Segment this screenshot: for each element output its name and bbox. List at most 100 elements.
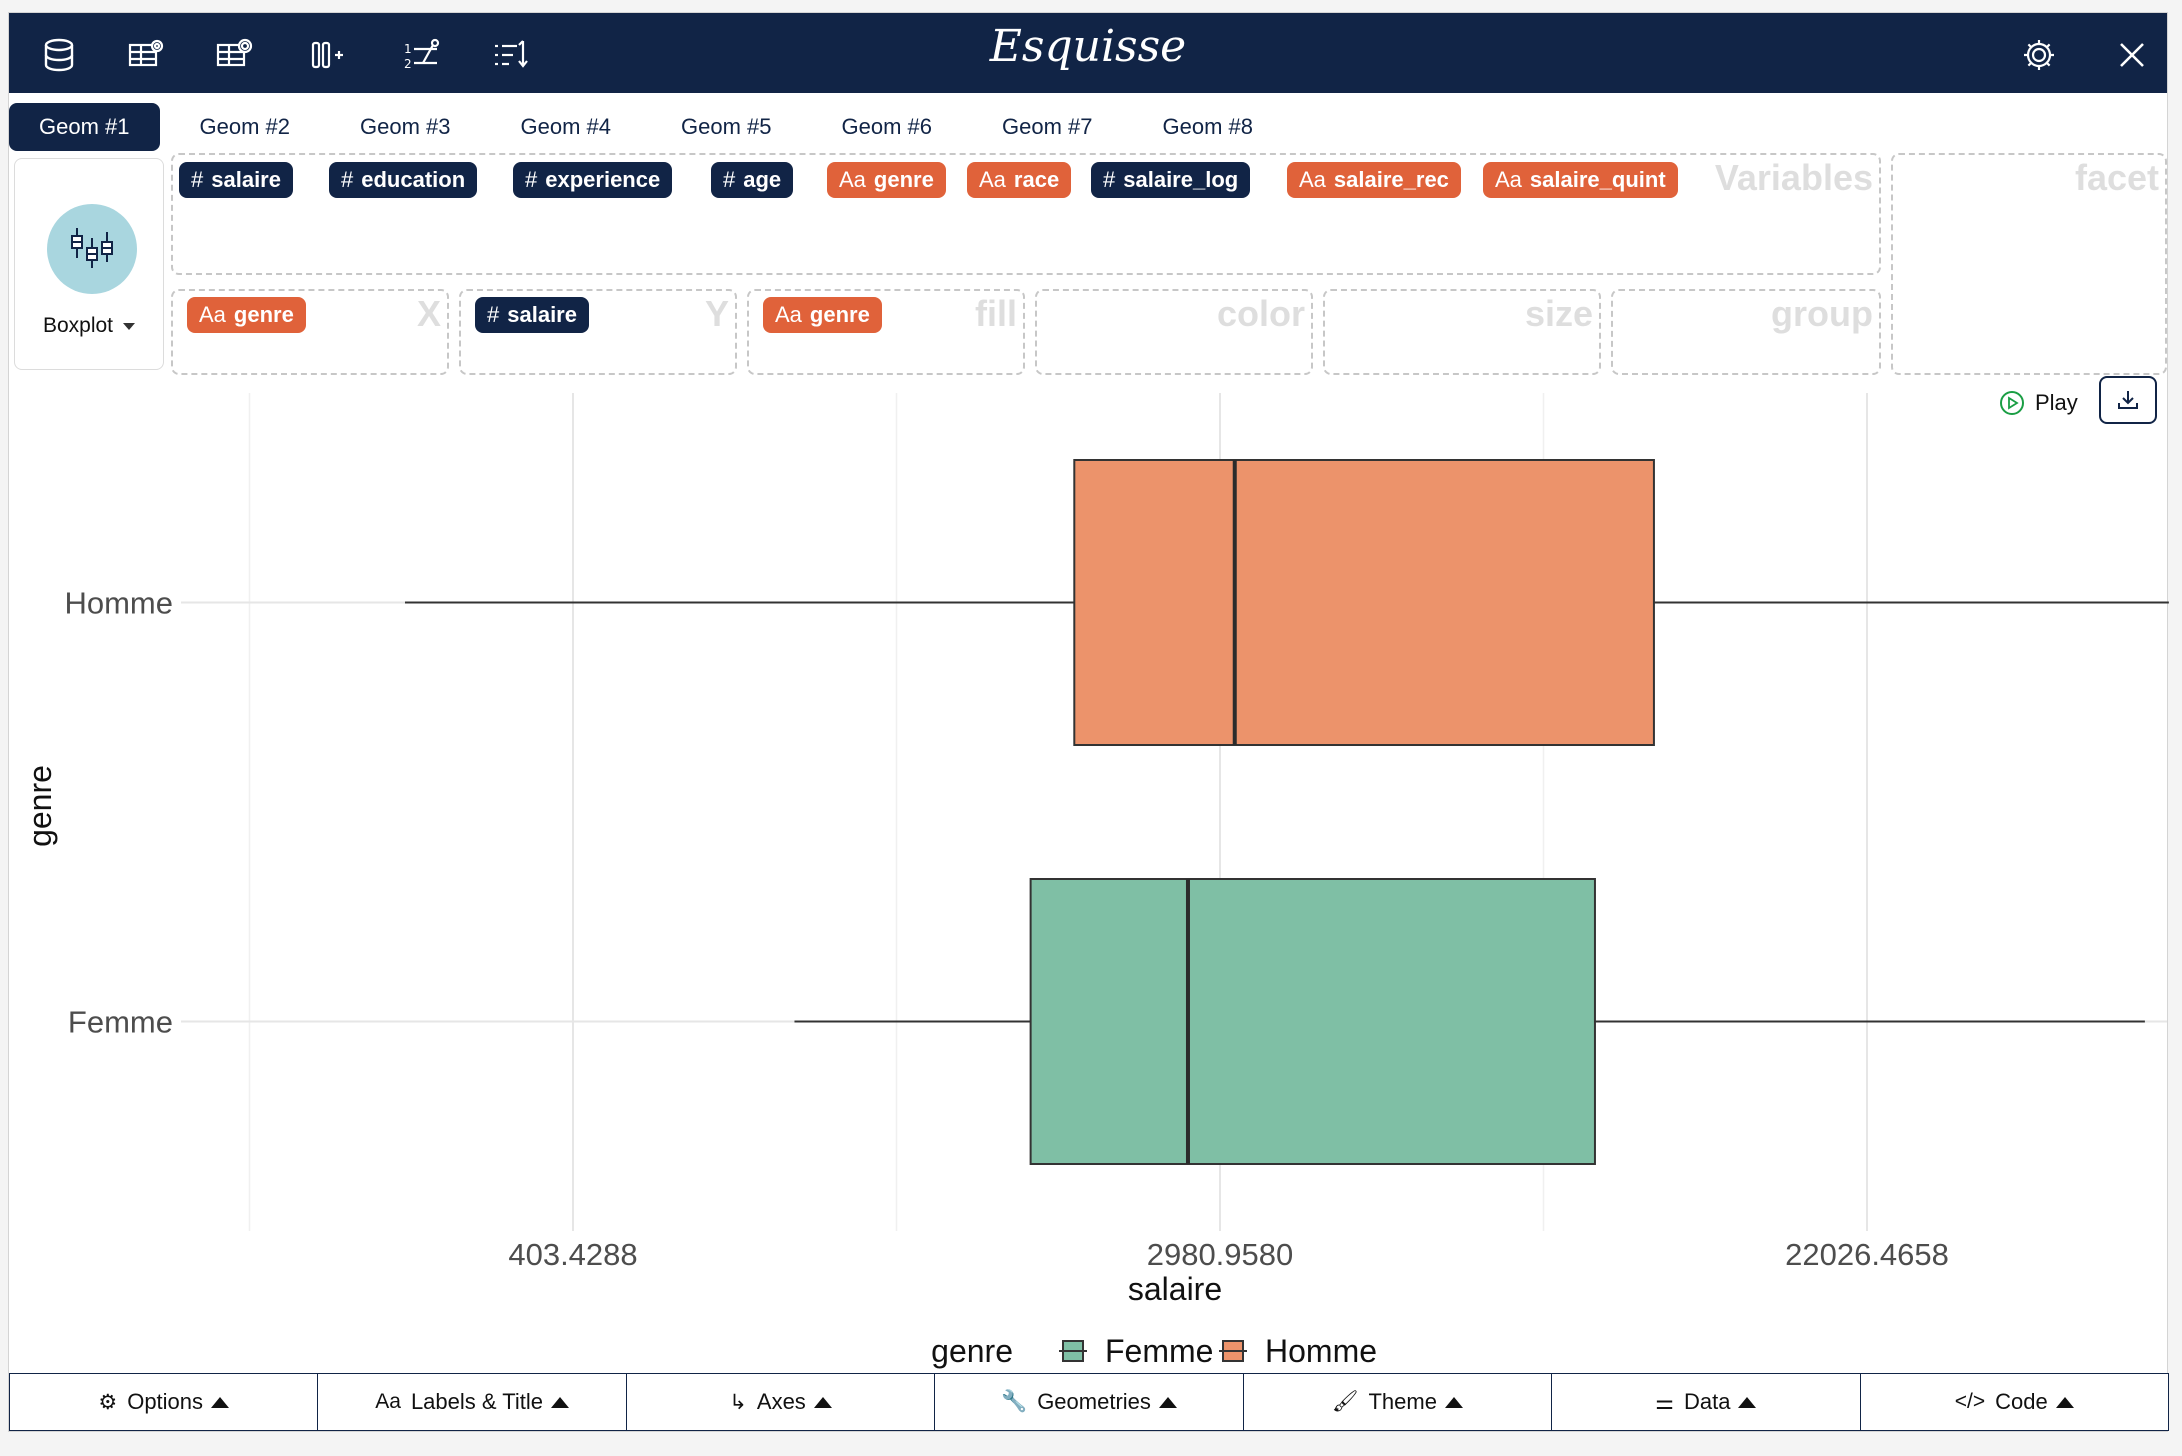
caret-down-icon xyxy=(123,322,136,330)
tab-geom-5[interactable]: Geom #5 xyxy=(681,114,772,139)
geometries-label: Geometries xyxy=(1037,1389,1151,1414)
wrench-icon: 🔧 xyxy=(1001,1390,1028,1413)
add-column-icon[interactable] xyxy=(306,33,350,77)
mapping-value: genre xyxy=(233,302,294,327)
table-edit-icon[interactable] xyxy=(212,33,256,77)
options-button[interactable]: ⚙ Options xyxy=(10,1374,319,1430)
numeric-type-icon: # xyxy=(723,167,736,192)
caret-up-icon xyxy=(211,1396,230,1408)
tab-geom-1[interactable]: Geom #1 xyxy=(9,103,160,151)
tab-geom-4[interactable]: Geom #4 xyxy=(520,114,612,139)
labels-icon: Aa xyxy=(375,1390,401,1413)
svg-text:1: 1 xyxy=(404,42,412,56)
play-button[interactable]: Play xyxy=(1999,383,2078,423)
gear-icon: ⚙ xyxy=(98,1390,118,1414)
axes-icon: ↳ xyxy=(729,1390,747,1414)
character-type-icon: Aa xyxy=(199,302,226,327)
variable-badge-race[interactable]: Aa race xyxy=(967,162,1072,198)
axes-button[interactable]: ↳ Axes xyxy=(626,1374,936,1430)
geom-selector: Boxplot xyxy=(14,158,164,370)
play-label: Play xyxy=(2035,390,2078,415)
y-tick-label: Homme xyxy=(64,586,173,621)
data-button[interactable]: ⚌ Data xyxy=(1552,1374,1861,1430)
numeric-type-icon: # xyxy=(487,302,500,327)
labels-title-label: Labels & Title xyxy=(410,1389,544,1414)
variable-name: age xyxy=(743,167,782,192)
character-type-icon: Aa xyxy=(1299,167,1326,192)
caret-up-icon xyxy=(813,1396,832,1408)
theme-button[interactable]: 🖌 Theme xyxy=(1243,1374,1553,1430)
tab-geom-2[interactable]: Geom #2 xyxy=(199,114,291,139)
variable-name: education xyxy=(361,167,466,192)
geom-type-label: Boxplot xyxy=(42,314,114,337)
caret-up-icon xyxy=(1158,1396,1177,1408)
boxplot-chart: Homme Femme 403.4288 2980.9580 22026.4658 sal… xyxy=(22,393,2169,1369)
options-label: Options xyxy=(127,1389,204,1414)
caret-up-icon xyxy=(1444,1396,1463,1408)
geometries-button[interactable]: 🔧 Geometries xyxy=(935,1374,1244,1430)
caret-up-icon xyxy=(551,1396,570,1408)
tab-geom-3[interactable]: Geom #3 xyxy=(360,114,451,139)
character-type-icon: Aa xyxy=(775,302,802,327)
mapping-value: genre xyxy=(809,302,870,327)
svg-text:2: 2 xyxy=(404,57,412,71)
theme-label: Theme xyxy=(1368,1389,1437,1414)
caret-up-icon xyxy=(1738,1396,1757,1408)
play-circle-icon xyxy=(2000,391,2024,415)
gear-icon[interactable] xyxy=(2017,33,2061,77)
variable-name: race xyxy=(1013,167,1060,192)
data-label: Data xyxy=(1683,1389,1731,1414)
axes-label: Axes xyxy=(756,1389,806,1414)
tab-geom-6[interactable]: Geom #6 xyxy=(841,114,933,139)
code-button[interactable]: </> Code xyxy=(1860,1374,2168,1430)
caret-up-icon xyxy=(2055,1396,2074,1408)
export-button[interactable] xyxy=(2099,376,2157,424)
tab-geom-8[interactable]: Geom #8 xyxy=(1162,114,1254,139)
character-type-icon: Aa xyxy=(979,167,1006,192)
variable-name: salaire_quint xyxy=(1529,167,1666,192)
table-view-icon[interactable] xyxy=(124,33,168,77)
variable-name: experience xyxy=(545,167,661,192)
variable-badge-salaire-log[interactable]: # salaire_log xyxy=(1091,162,1251,198)
variable-name: salaire xyxy=(211,167,281,192)
sliders-icon: ⚌ xyxy=(1655,1390,1674,1414)
x-tick-label: 2980.9580 xyxy=(1147,1237,1294,1272)
x-axis-title: salaire xyxy=(1128,1271,1222,1307)
fill-mapping-badge[interactable]: Aa genre xyxy=(763,297,882,333)
variable-badge-education[interactable]: # education xyxy=(329,162,478,198)
variable-badge-salaire[interactable]: # salaire xyxy=(179,162,293,198)
variable-badge-salaire-quint[interactable]: Aa salaire_quint xyxy=(1483,162,1678,198)
close-icon[interactable] xyxy=(2110,33,2154,77)
box-homme xyxy=(1073,459,1655,746)
box-femme xyxy=(1029,878,1596,1165)
database-icon[interactable] xyxy=(37,33,81,77)
variable-name: genre xyxy=(873,167,934,192)
legend-entry-homme: Homme xyxy=(1265,1333,1377,1369)
variable-badge-age[interactable]: # age xyxy=(711,162,794,198)
variable-badge-genre[interactable]: Aa genre xyxy=(827,162,946,198)
y-tick-label: Femme xyxy=(68,1005,173,1040)
variable-badge-experience[interactable]: # experience xyxy=(513,162,673,198)
x-mapping-badge[interactable]: Aa genre xyxy=(187,297,306,333)
tab-geom-7[interactable]: Geom #7 xyxy=(1002,114,1093,139)
geom-type-dropdown[interactable]: Boxplot xyxy=(15,314,163,338)
paint-roller-icon: 🖌 xyxy=(1331,1390,1359,1413)
geom-tabs: Geom #1 Geom #2 Geom #3 Geom #4 Geom #5 … xyxy=(9,103,1293,153)
variable-name: salaire_rec xyxy=(1333,167,1449,192)
boxplot-icon[interactable] xyxy=(47,204,137,294)
labels-title-button[interactable]: Aa Labels & Title xyxy=(318,1374,627,1430)
numeric-type-icon: # xyxy=(525,167,538,192)
x-tick-label: 403.4288 xyxy=(508,1237,637,1272)
sort-icon[interactable] xyxy=(489,33,533,77)
x-tick-label: 22026.4658 xyxy=(1785,1237,1949,1272)
y-axis-title: genre xyxy=(22,765,58,847)
download-icon xyxy=(2118,391,2138,409)
variable-badge-salaire-rec[interactable]: Aa salaire_rec xyxy=(1287,162,1461,198)
numeric-type-icon: # xyxy=(1103,167,1116,192)
character-type-icon: Aa xyxy=(839,167,866,192)
legend-title: genre xyxy=(931,1333,1013,1369)
code-icon: </> xyxy=(1954,1390,1986,1413)
y-mapping-badge[interactable]: # salaire xyxy=(475,297,589,333)
